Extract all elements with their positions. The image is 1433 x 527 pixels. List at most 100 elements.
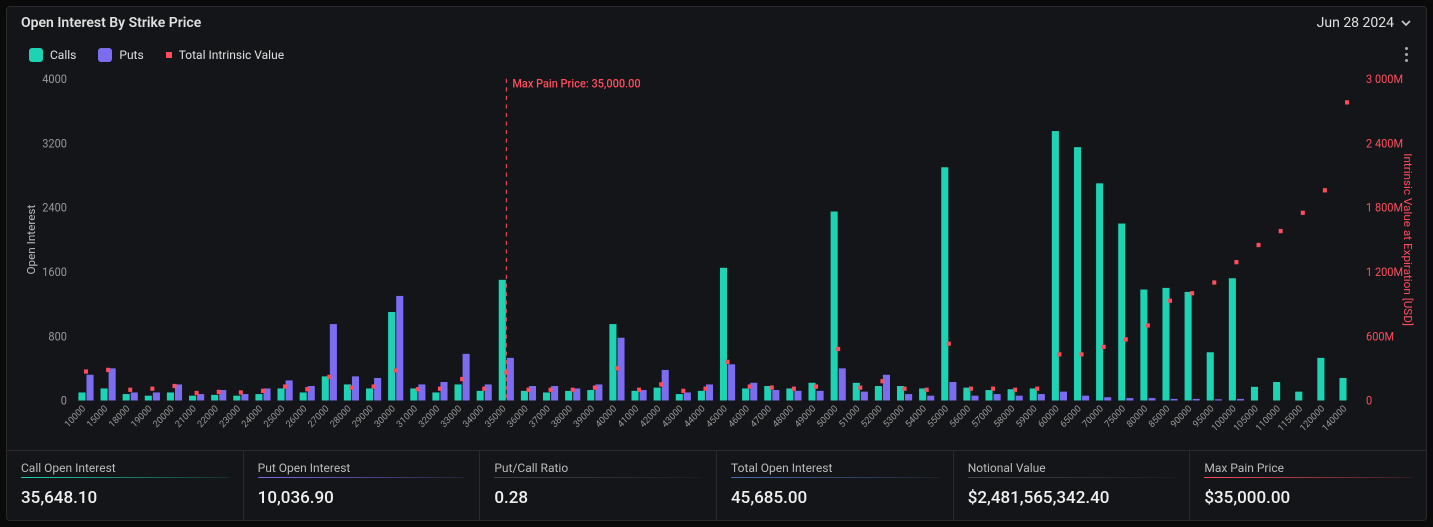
svg-text:53000: 53000 [881,403,906,430]
svg-text:1 800M: 1 800M [1366,200,1403,214]
svg-text:15000: 15000 [85,403,110,430]
svg-text:41000: 41000 [616,403,641,430]
intrinsic-swatch [166,52,172,58]
chart-svg: 080016002400320040000600M1 200M1 800M2 4… [17,66,1416,450]
stat-box: Max Pain Price $35,000.00 [1189,451,1426,521]
stat-box: Call Open Interest 35,648.10 [7,451,243,521]
svg-text:35000: 35000 [483,403,508,430]
stat-value: 45,685.00 [731,488,939,508]
svg-text:800: 800 [48,329,67,343]
legend-bar: Calls Puts Total Intrinsic Value [7,35,1426,66]
stat-value: 10,036.90 [258,488,466,508]
svg-text:22000: 22000 [195,403,220,430]
svg-text:85000: 85000 [1147,403,1172,430]
svg-text:40000: 40000 [594,403,619,430]
svg-text:Open Interest: Open Interest [24,204,38,274]
stat-value: 0.28 [494,488,702,508]
legend-intrinsic-label: Total Intrinsic Value [179,48,284,62]
stat-underline [968,477,1176,479]
svg-text:80000: 80000 [1125,403,1150,430]
stat-label: Call Open Interest [21,461,229,475]
svg-text:0: 0 [61,393,67,407]
svg-text:59000: 59000 [1014,403,1039,430]
svg-text:2 400M: 2 400M [1366,136,1403,150]
svg-text:18000: 18000 [107,403,132,430]
stat-label: Put Open Interest [258,461,466,475]
svg-text:70000: 70000 [1080,403,1105,430]
stat-box: Notional Value $2,481,565,342.40 [953,451,1190,521]
svg-text:28000: 28000 [328,403,353,430]
svg-text:29000: 29000 [350,403,375,430]
svg-text:46000: 46000 [726,403,751,430]
svg-text:55000: 55000 [925,403,950,430]
calls-swatch [29,48,43,62]
svg-text:43000: 43000 [660,403,685,430]
stat-label: Notional Value [968,461,1176,475]
legend-puts[interactable]: Puts [98,48,143,62]
svg-text:19000: 19000 [129,403,154,430]
svg-text:32000: 32000 [417,403,442,430]
chevron-down-icon [1400,17,1412,29]
stat-label: Put/Call Ratio [494,461,702,475]
legend-intrinsic[interactable]: Total Intrinsic Value [166,48,284,62]
stat-label: Total Open Interest [731,461,939,475]
stat-box: Total Open Interest 45,685.00 [716,451,953,521]
svg-text:2400: 2400 [42,200,67,214]
svg-text:140000: 140000 [1320,403,1349,434]
svg-text:31000: 31000 [395,403,420,430]
kebab-menu-icon[interactable] [1401,43,1412,66]
svg-text:20000: 20000 [151,403,176,430]
open-interest-panel: Open Interest By Strike Price Jun 28 202… [6,6,1427,521]
svg-text:Intrinsic Value at Expiration: Intrinsic Value at Expiration [USD] [1401,153,1415,326]
svg-text:54000: 54000 [903,403,928,430]
date-value: Jun 28 2024 [1317,15,1394,31]
legend-calls-label: Calls [50,48,76,62]
stat-underline [21,477,229,479]
svg-text:Max Pain Price: 35,000.00: Max Pain Price: 35,000.00 [512,76,640,90]
svg-text:44000: 44000 [682,403,707,430]
svg-text:50000: 50000 [815,403,840,430]
svg-text:39000: 39000 [572,403,597,430]
svg-text:25000: 25000 [262,403,287,430]
svg-text:0: 0 [1366,393,1372,407]
svg-text:51000: 51000 [837,403,862,430]
stat-value: 35,648.10 [21,488,229,508]
date-selector[interactable]: Jun 28 2024 [1317,15,1412,31]
svg-text:48000: 48000 [771,403,796,430]
stat-box: Put Open Interest 10,036.90 [243,451,480,521]
puts-swatch [98,48,112,62]
svg-text:3200: 3200 [42,136,67,150]
svg-text:27000: 27000 [306,403,331,430]
svg-text:4000: 4000 [42,72,67,86]
legend-puts-label: Puts [119,48,143,62]
svg-text:26000: 26000 [284,403,309,430]
stat-underline [494,477,702,479]
svg-text:60000: 60000 [1036,403,1061,430]
svg-text:1600: 1600 [42,265,67,279]
stat-value: $35,000.00 [1204,488,1412,508]
svg-text:3 000M: 3 000M [1366,72,1403,86]
svg-text:90000: 90000 [1169,403,1194,430]
svg-text:36000: 36000 [505,403,530,430]
panel-header: Open Interest By Strike Price Jun 28 202… [7,7,1426,35]
stat-value: $2,481,565,342.40 [968,488,1176,508]
svg-text:33000: 33000 [439,403,464,430]
stat-underline [731,477,939,479]
svg-text:56000: 56000 [948,403,973,430]
svg-text:57000: 57000 [970,403,995,430]
svg-text:45000: 45000 [704,403,729,430]
svg-text:34000: 34000 [461,403,486,430]
legend: Calls Puts Total Intrinsic Value [29,48,284,62]
panel-title: Open Interest By Strike Price [21,15,201,31]
svg-text:600M: 600M [1366,329,1394,343]
svg-text:37000: 37000 [527,403,552,430]
svg-text:24000: 24000 [240,403,265,430]
svg-text:21000: 21000 [173,403,198,430]
svg-text:58000: 58000 [992,403,1017,430]
svg-text:23000: 23000 [218,403,243,430]
stat-box: Put/Call Ratio 0.28 [479,451,716,521]
svg-text:52000: 52000 [859,403,884,430]
stat-label: Max Pain Price [1204,461,1412,475]
svg-text:65000: 65000 [1058,403,1083,430]
legend-calls[interactable]: Calls [29,48,76,62]
